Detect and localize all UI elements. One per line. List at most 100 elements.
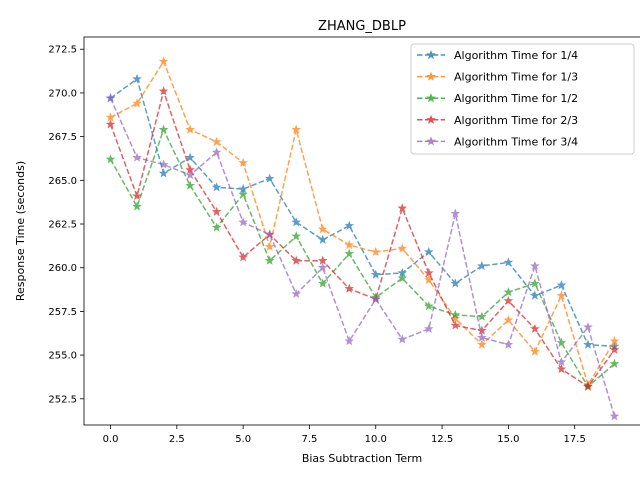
legend-marker: [426, 93, 436, 103]
x-tick-label: 0.0: [103, 434, 119, 445]
data-point: [158, 159, 169, 169]
data-point: [185, 180, 195, 190]
data-point: [477, 260, 487, 271]
x-tick-label: 10.0: [365, 434, 387, 445]
series-line: [110, 77, 615, 348]
legend-marker: [426, 71, 436, 81]
legend-marker: [426, 49, 436, 60]
data-point: [317, 262, 328, 272]
legend-label: Algorithm Time for 1/3: [454, 71, 578, 84]
data-point: [424, 323, 434, 333]
legend-label: Algorithm Time for 2/3: [454, 114, 578, 127]
data-point: [503, 257, 514, 267]
data-point: [211, 222, 222, 232]
data-point: [450, 278, 461, 288]
data-point: [264, 255, 275, 265]
legend-item: [417, 71, 445, 81]
data-point: [424, 246, 434, 257]
data-point: [503, 287, 514, 297]
data-point: [238, 189, 248, 199]
y-tick-label: 252.5: [48, 394, 77, 405]
data-point: [583, 339, 593, 349]
data-point: [397, 273, 408, 283]
data-point: [264, 229, 275, 239]
legend-box: [410, 43, 635, 155]
data-point: [317, 278, 328, 288]
y-tick-label: 265.0: [48, 176, 77, 187]
data-point: [238, 217, 248, 227]
data-point: [530, 346, 540, 356]
data-point: [132, 190, 142, 201]
data-point: [397, 334, 408, 344]
data-point: [344, 239, 355, 250]
data-point: [105, 112, 116, 122]
data-point: [185, 170, 195, 180]
chart-title: ZHANG_DBLP: [318, 19, 406, 34]
data-point: [158, 56, 169, 66]
data-point: [370, 269, 381, 279]
legend-item: [417, 114, 445, 124]
data-point: [530, 260, 540, 271]
data-point: [185, 152, 195, 162]
data-point: [583, 322, 593, 332]
data-point: [503, 339, 514, 349]
data-point: [238, 157, 248, 167]
data-point: [530, 278, 540, 288]
x-tick-label: 7.5: [301, 434, 317, 445]
data-point: [530, 290, 540, 300]
data-point: [424, 301, 434, 311]
data-point: [477, 339, 487, 349]
data-point: [105, 93, 116, 103]
y-tick-label: 257.5: [48, 307, 77, 318]
data-point: [477, 325, 487, 335]
data-point: [291, 231, 301, 241]
data-point: [211, 136, 222, 146]
data-point: [344, 283, 355, 293]
series-3: [105, 124, 620, 391]
data-point: [291, 124, 301, 134]
data-point: [450, 208, 461, 218]
data-point: [450, 309, 461, 319]
series-layer: [105, 56, 620, 421]
series-line: [109, 127, 615, 388]
data-point: [264, 173, 275, 183]
data-point: [450, 320, 461, 330]
data-point: [503, 315, 514, 325]
data-point: [211, 147, 222, 157]
data-point: [105, 119, 116, 129]
data-point: [556, 280, 567, 290]
x-tick-label: 2.5: [169, 434, 185, 445]
data-point: [609, 411, 620, 421]
legend-label: Algorithm Time for 1/2: [454, 92, 578, 105]
y-tick-label: 267.5: [48, 132, 77, 143]
data-point: [344, 336, 355, 346]
x-tick-label: 12.5: [431, 434, 453, 445]
y-tick-label: 255.0: [48, 351, 77, 362]
y-tick-label: 270.0: [48, 88, 77, 99]
data-point: [105, 154, 116, 164]
data-point: [583, 381, 593, 391]
legend-label: Algorithm Time for 3/4: [454, 135, 578, 148]
data-point: [344, 248, 355, 258]
legend-item: [417, 136, 445, 146]
series-5: [105, 93, 620, 421]
data-point: [185, 124, 195, 134]
data-point: [477, 311, 487, 321]
data-point: [477, 332, 487, 342]
data-point: [317, 234, 328, 244]
data-point: [132, 98, 142, 108]
data-point: [158, 168, 169, 178]
data-point: [158, 124, 169, 134]
data-point: [503, 295, 514, 306]
x-axis-label: Bias Subtraction Term: [302, 452, 422, 465]
data-point: [609, 358, 620, 368]
plot-frame: [83, 36, 640, 426]
legend-item: [417, 49, 445, 60]
data-point: [291, 255, 301, 265]
data-point: [556, 357, 567, 367]
data-point: [132, 152, 142, 162]
y-tick-label: 262.5: [48, 220, 77, 231]
data-point: [370, 294, 381, 304]
data-point: [264, 241, 275, 251]
